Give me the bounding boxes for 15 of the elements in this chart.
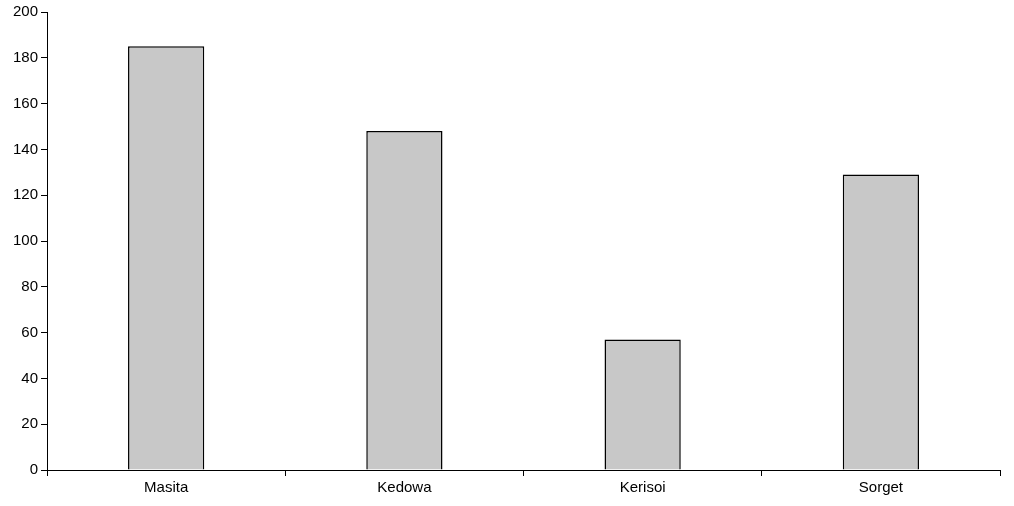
- y-tick-label: 160: [13, 93, 39, 111]
- y-tick-label: 200: [13, 2, 39, 20]
- y-tick-label: 80: [21, 276, 39, 294]
- x-tick-label: Masita: [144, 478, 189, 496]
- y-tick-label: 180: [13, 47, 39, 65]
- y-tick-label: 40: [21, 368, 39, 386]
- y-tick-label: 20: [21, 414, 39, 432]
- y-tick-label: 140: [13, 139, 39, 157]
- y-tick-label: 100: [13, 231, 39, 249]
- x-tick-label: Sorget: [858, 478, 904, 496]
- y-tick-label: 120: [13, 185, 39, 203]
- y-tick-label: 60: [21, 322, 39, 340]
- y-tick-label: 0: [29, 460, 39, 478]
- x-tick-label: Kedowa: [377, 478, 433, 496]
- x-tick-label: Kerisoi: [619, 478, 666, 496]
